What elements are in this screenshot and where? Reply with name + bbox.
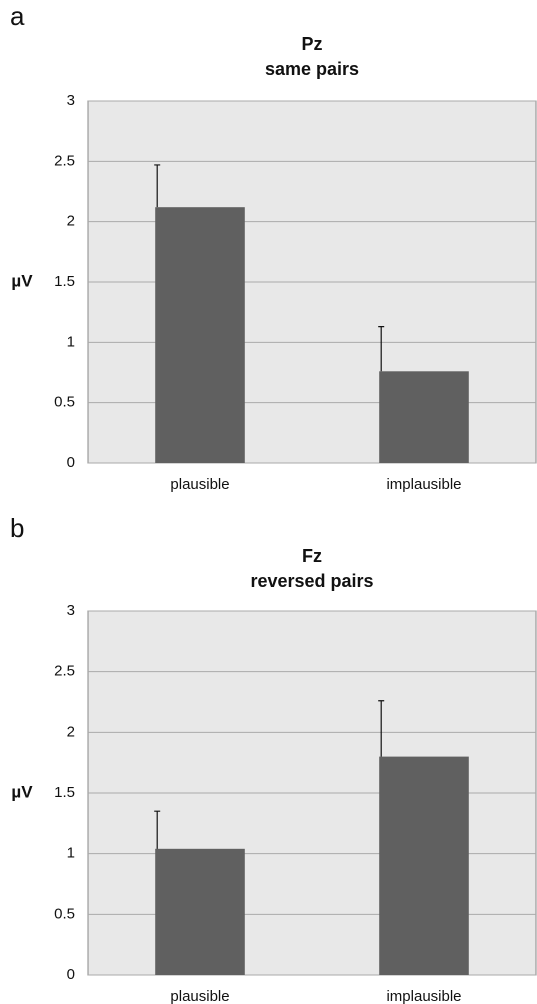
bar: [379, 756, 469, 975]
x-tick-label: implausible: [386, 476, 461, 493]
y-tick-label: 2.5: [54, 663, 75, 680]
y-tick-label: 3: [67, 602, 75, 619]
error-bar: [378, 700, 385, 757]
y-tick-label: 2: [67, 213, 75, 230]
y-tick-label: 1.5: [54, 784, 75, 801]
error-bar: [154, 164, 161, 208]
y-tick-label: 2: [67, 723, 75, 740]
x-tick-label: plausible: [170, 476, 229, 493]
bar: [379, 371, 469, 463]
error-bar: [378, 326, 385, 372]
y-tick-label: 0.5: [54, 905, 75, 922]
y-tick-label: 1.5: [54, 273, 75, 290]
chart-subtitle: reversed pairs: [250, 571, 373, 591]
panel-label: a: [10, 1, 25, 31]
bar: [155, 207, 245, 463]
chart-title: Fz: [302, 546, 322, 566]
y-tick-label: 0: [67, 454, 75, 471]
chart-subtitle: same pairs: [265, 59, 359, 79]
x-tick-label: implausible: [386, 988, 461, 1004]
x-tick-label: plausible: [170, 988, 229, 1004]
y-tick-label: 3: [67, 92, 75, 109]
panel-label: b: [10, 513, 24, 543]
y-tick-label: 2.5: [54, 152, 75, 169]
y-axis-label: µV: [11, 782, 33, 801]
y-tick-label: 1: [67, 845, 75, 862]
chart-title: Pz: [301, 34, 322, 54]
y-tick-label: 0.5: [54, 394, 75, 411]
error-bar: [154, 810, 161, 849]
bar: [155, 848, 245, 975]
y-axis-label: µV: [11, 271, 33, 290]
y-tick-label: 1: [67, 333, 75, 350]
y-tick-label: 0: [67, 966, 75, 983]
